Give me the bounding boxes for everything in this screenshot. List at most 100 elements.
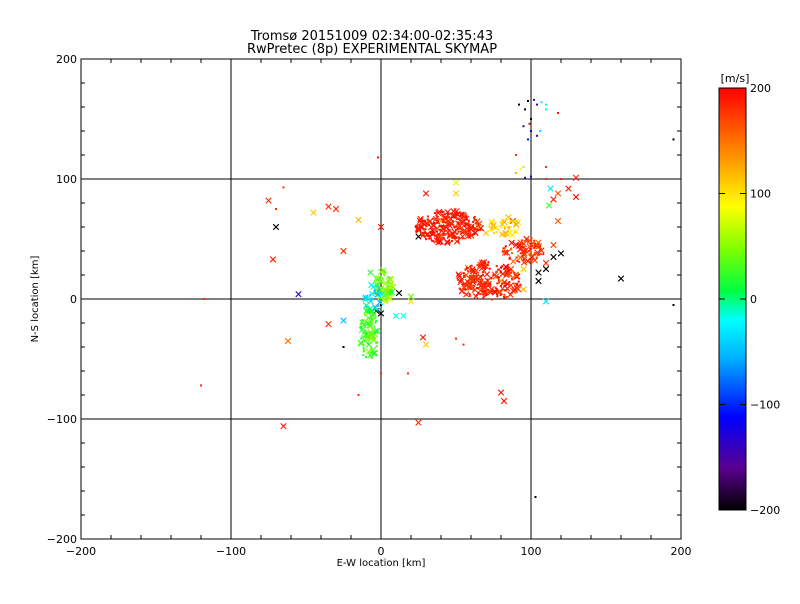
data-point-dot xyxy=(381,299,384,302)
data-point-x xyxy=(368,308,376,316)
data-point-x xyxy=(340,317,347,324)
data-point-dot xyxy=(672,138,675,141)
data-point-dot xyxy=(533,242,536,245)
data-point-dot xyxy=(364,334,367,337)
data-point-dot xyxy=(501,282,504,285)
data-point-dot xyxy=(471,278,474,281)
data-point-dot xyxy=(362,349,365,352)
data-point-dot xyxy=(444,221,447,224)
data-point-dot xyxy=(372,350,375,353)
data-point-dot xyxy=(380,276,383,279)
data-point-x xyxy=(373,327,381,335)
data-point-x xyxy=(436,208,443,215)
data-point-dot xyxy=(519,168,522,171)
data-point-dot xyxy=(457,236,460,239)
data-point-x xyxy=(392,312,400,319)
data-point-dot xyxy=(520,239,523,242)
data-point-dot xyxy=(361,335,364,338)
data-point-dot xyxy=(407,372,409,375)
data-point-dot xyxy=(440,233,443,236)
data-point-dot xyxy=(414,225,417,228)
data-point-dot xyxy=(373,325,376,328)
y-tick-label: −100 xyxy=(47,413,77,426)
data-point-dot xyxy=(458,237,461,240)
data-point-dot xyxy=(530,130,532,132)
data-point-dot xyxy=(387,276,390,279)
data-point-dot xyxy=(435,222,438,225)
data-point-dot xyxy=(470,264,473,267)
data-point-x xyxy=(332,205,340,213)
data-point-dot xyxy=(545,108,547,111)
data-point-dot xyxy=(494,286,497,289)
data-point-dot xyxy=(487,261,490,264)
data-point-dot xyxy=(533,244,536,247)
data-point-dot xyxy=(537,242,540,245)
data-point-dot xyxy=(505,296,508,299)
data-point-dot xyxy=(472,220,475,223)
data-point-dot xyxy=(513,271,516,274)
data-point-dot xyxy=(443,233,446,236)
data-point-dot xyxy=(429,237,432,240)
data-point-dot xyxy=(515,172,517,174)
data-point-dot xyxy=(459,230,462,233)
data-point-dot xyxy=(458,274,461,277)
data-point-dot xyxy=(376,276,379,279)
data-point-dot xyxy=(373,292,376,295)
data-point-dot xyxy=(385,298,388,301)
data-point-x xyxy=(358,326,366,334)
data-point-dot xyxy=(455,236,458,239)
data-point-dot xyxy=(527,138,529,141)
data-point-dot xyxy=(379,279,382,282)
data-point-dot xyxy=(375,341,378,344)
data-point-dot xyxy=(515,256,518,259)
data-point-dot xyxy=(531,244,534,247)
data-point-dot xyxy=(448,216,451,219)
data-point-x xyxy=(422,190,430,197)
data-point-x xyxy=(535,239,542,246)
data-point-dot xyxy=(508,257,511,260)
data-point-dot xyxy=(491,220,494,223)
data-point-dot xyxy=(445,217,448,220)
data-point-dot xyxy=(461,221,464,224)
data-point-x xyxy=(572,174,580,181)
data-point-dot xyxy=(380,304,382,306)
data-point-dot xyxy=(538,245,541,248)
data-point-dot xyxy=(475,272,478,275)
data-point-dot xyxy=(362,354,365,357)
data-point-dot xyxy=(423,231,426,234)
data-point-dot xyxy=(510,252,513,255)
colorbar-tick-label: −100 xyxy=(750,399,780,412)
data-point-x xyxy=(515,242,522,249)
data-point-dot xyxy=(446,221,449,224)
data-point-dot xyxy=(438,224,441,227)
data-point-dot xyxy=(465,217,468,220)
chart-title: Tromsø 20151009 02:34:00-02:35:43 xyxy=(250,29,493,44)
data-point-dot xyxy=(464,288,467,291)
data-point-dot xyxy=(511,278,514,281)
data-point-dot xyxy=(522,257,525,260)
data-point-dot xyxy=(501,250,504,253)
data-point-dot xyxy=(432,239,435,242)
data-point-x xyxy=(269,256,277,263)
data-point-dot xyxy=(497,268,500,271)
data-point-dot xyxy=(524,176,526,179)
data-point-x xyxy=(523,235,530,243)
data-point-dot xyxy=(473,219,476,222)
data-point-dot xyxy=(475,218,478,221)
data-point-x xyxy=(420,220,427,227)
data-point-x xyxy=(497,389,505,396)
data-point-dot xyxy=(437,221,440,224)
data-point-dot xyxy=(525,240,528,243)
data-point-x xyxy=(376,299,384,306)
data-point-dot xyxy=(542,253,545,256)
data-point-dot xyxy=(200,384,202,387)
data-point-dot xyxy=(529,251,532,254)
data-point-dot xyxy=(499,266,502,269)
data-point-dot xyxy=(456,217,459,220)
data-point-dot xyxy=(423,228,426,231)
data-point-x xyxy=(508,239,515,247)
data-point-dot xyxy=(513,219,516,222)
data-point-x xyxy=(472,293,480,300)
data-point-dot xyxy=(342,346,345,348)
data-point-dot xyxy=(387,290,390,293)
